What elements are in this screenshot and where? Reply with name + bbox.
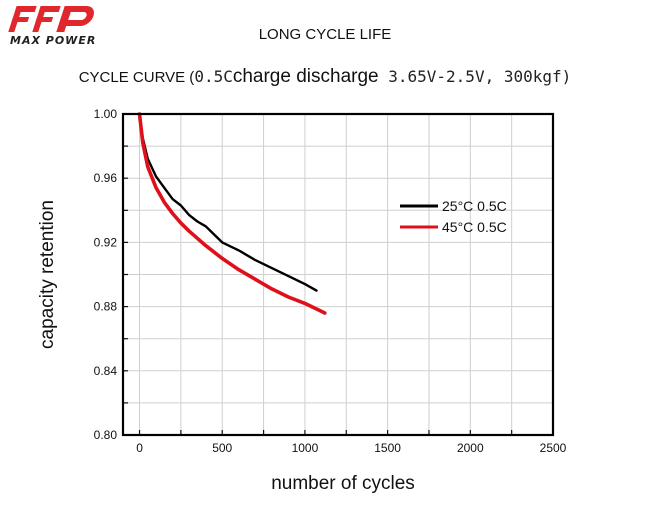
y-tick-label: 0.92 [94, 235, 118, 249]
page-title: LONG CYCLE LIFE [258, 26, 392, 43]
series-line-45c [137, 112, 327, 315]
x-axis-label: number of cycles [271, 473, 415, 494]
subtitle-part-1: CYCLE CURVE ( [78, 69, 195, 86]
x-tick-label: 500 [212, 441, 232, 455]
x-tick-label: 2000 [457, 441, 484, 455]
subtitle-part-4: 3.65V-2.5V, 300kgf) [378, 67, 572, 86]
brand-name: MAX POWER [10, 34, 97, 47]
y-tick-label: 0.80 [94, 428, 118, 442]
series-line-25c [138, 112, 318, 292]
logo-mark-icon [8, 6, 94, 32]
x-tick-label: 1500 [374, 441, 401, 455]
legend-label: 45°C 0.5C [442, 219, 507, 235]
y-tick-label: 0.84 [94, 364, 118, 378]
x-tick-label: 0 [136, 441, 143, 455]
x-tick-label: 2500 [540, 441, 567, 455]
subtitle-part-3: charge discharge [232, 66, 379, 87]
x-tick-label: 1000 [292, 441, 319, 455]
subtitle-part-2: 0.5C [194, 67, 233, 86]
y-tick-label: 0.88 [94, 300, 118, 314]
legend: 25°C 0.5C 45°C 0.5C [400, 198, 507, 235]
y-tick-label: 1.00 [94, 107, 118, 121]
chart-subtitle: CYCLE CURVE (0.5Ccharge discharge 3.65V-… [0, 66, 650, 88]
plot-frame [121, 112, 555, 437]
legend-label: 25°C 0.5C [442, 198, 507, 214]
y-tick-label: 0.96 [94, 171, 118, 185]
gridlines [123, 114, 553, 435]
y-axis-label: capacity retention [37, 200, 58, 349]
max-power-logo: MAX POWER [6, 2, 106, 50]
